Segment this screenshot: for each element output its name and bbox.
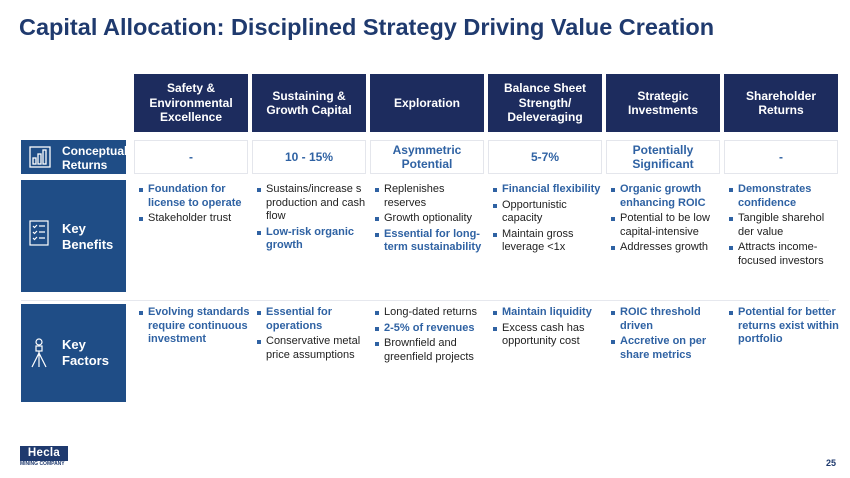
column-header: Exploration [370, 74, 484, 132]
logo-brand: Hecla [27, 447, 61, 459]
factors-cell: Maintain liquidity Excess cash has opport… [491, 306, 605, 351]
conceptual-return-value: 5-7% [488, 140, 602, 174]
bullet-item: Potential to be low capital-intensive [609, 212, 723, 239]
bullet-item: Attracts income-focused investors [727, 241, 841, 268]
surveying-tripod-icon [29, 338, 49, 373]
column-header: Strategic Investments [606, 74, 720, 132]
bullet-item: Opportunistic capacity [491, 199, 605, 226]
column-header: Safety & Environmental Excellence [134, 74, 248, 132]
factors-list: ROIC threshold driven Accretive on per sh… [609, 306, 723, 362]
conceptual-return-value: - [724, 140, 838, 174]
benefits-list: Financial flexibility Opportunistic capac… [491, 183, 605, 255]
factors-list: Essential for operations Conservative met… [255, 306, 369, 362]
column-header: Sustaining & Growth Capital [252, 74, 366, 132]
page-title: Capital Allocation: Disciplined Strategy… [19, 14, 715, 40]
row-label-returns-text: Conceptual Returns [62, 144, 128, 172]
conceptual-return-value: Potentially Significant [606, 140, 720, 174]
benefits-cell: Financial flexibility Opportunistic capac… [491, 183, 605, 257]
row-label-factors: Key Factors [21, 304, 126, 402]
column-header-label: Shareholder Returns [745, 88, 817, 118]
benefits-list: Demonstrates confidence Tangible sharehol… [727, 183, 841, 268]
factors-cell: Evolving standards require continuous in… [137, 306, 251, 349]
column-header-label: Strategic Investments [627, 88, 699, 118]
bullet-item: Replenishes reserves [373, 183, 487, 210]
bullet-item: Maintain gross leverage <1x [491, 228, 605, 255]
bullet-item: Foundation for license to operate [137, 183, 251, 210]
benefits-cell: Replenishes reserves Growth optionality Es… [373, 183, 487, 257]
bullet-item: Brownfield and greenfield projects [373, 337, 487, 364]
bullet-item: Sustains/increase s production and cash … [255, 183, 369, 224]
column-header-label: Safety & Environmental Excellence [149, 81, 233, 125]
benefits-cell: Foundation for license to operate Stakeho… [137, 183, 251, 228]
row-label-benefits: Key Benefits [21, 180, 126, 292]
factors-cell: ROIC threshold driven Accretive on per sh… [609, 306, 723, 364]
page-number: 25 [825, 458, 836, 468]
bullet-item: Financial flexibility [491, 183, 605, 197]
factors-list: Maintain liquidity Excess cash has opport… [491, 306, 605, 349]
conceptual-return-value: - [134, 140, 248, 174]
benefits-list: Foundation for license to operate Stakeho… [137, 183, 251, 226]
row-divider [21, 300, 829, 301]
benefits-cell: Sustains/increase s production and cash … [255, 183, 369, 255]
row-label-factors-text: Key Factors [62, 337, 109, 368]
column-header-label: Exploration [393, 95, 460, 110]
column-header-label: Sustaining & Growth Capital [266, 88, 352, 118]
bullet-item: Essential for operations [255, 306, 369, 333]
bullet-item: Demonstrates confidence [727, 183, 841, 210]
hecla-logo: Hecla MINING COMPANY [20, 446, 68, 468]
logo-subtitle: MINING COMPANY [20, 461, 65, 467]
bullet-item: Organic growth enhancing ROIC [609, 183, 723, 210]
column-header: Shareholder Returns [724, 74, 838, 132]
conceptual-return-value: 10 - 15% [252, 140, 366, 174]
column-header: Balance Sheet Strength/ Deleveraging [488, 74, 602, 132]
column-header-label: Balance Sheet Strength/ Deleveraging [503, 81, 587, 125]
row-label-returns: Conceptual Returns [21, 140, 128, 174]
bullet-item: 2-5% of revenues [373, 322, 487, 336]
bullet-item: Growth optionality [373, 212, 487, 226]
bullet-item: Tangible sharehol der value [727, 212, 841, 239]
bullet-item: Addresses growth [609, 241, 723, 255]
bullet-item: Accretive on per share metrics [609, 335, 723, 362]
bullet-item: Low-risk organic growth [255, 226, 369, 253]
bullet-item: Maintain liquidity [491, 306, 605, 320]
factors-list: Potential for better returns exist withi… [727, 306, 841, 347]
bullet-item: Conservative metal price assumptions [255, 335, 369, 362]
checklist-icon [29, 220, 49, 251]
benefits-cell: Demonstrates confidence Tangible sharehol… [727, 183, 841, 270]
conceptual-return-value: Asymmetric Potential [370, 140, 484, 174]
factors-cell: Essential for operations Conservative met… [255, 306, 369, 364]
benefits-list: Organic growth enhancing ROIC Potential t… [609, 183, 723, 255]
benefits-list: Sustains/increase s production and cash … [255, 183, 369, 253]
bullet-item: Potential for better returns exist withi… [727, 306, 841, 347]
benefits-cell: Organic growth enhancing ROIC Potential t… [609, 183, 723, 257]
bullet-item: Excess cash has opportunity cost [491, 322, 605, 349]
bullet-item: Stakeholder trust [137, 212, 251, 226]
benefits-list: Replenishes reserves Growth optionality Es… [373, 183, 487, 255]
bullet-item: Evolving standards require continuous in… [137, 306, 251, 347]
bullet-item: ROIC threshold driven [609, 306, 723, 333]
bullet-item: Long-dated returns [373, 306, 487, 320]
logo-mark [20, 446, 68, 461]
factors-cell: Potential for better returns exist withi… [727, 306, 841, 349]
row-label-benefits-text: Key Benefits [62, 221, 114, 252]
factors-list: Evolving standards require continuous in… [137, 306, 251, 347]
bar-chart-icon [29, 146, 51, 173]
factors-list: Long-dated returns 2-5% of revenues Brownf… [373, 306, 487, 364]
factors-cell: Long-dated returns 2-5% of revenues Brownf… [373, 306, 487, 366]
bullet-item: Essential for long-term sustainability [373, 228, 487, 255]
